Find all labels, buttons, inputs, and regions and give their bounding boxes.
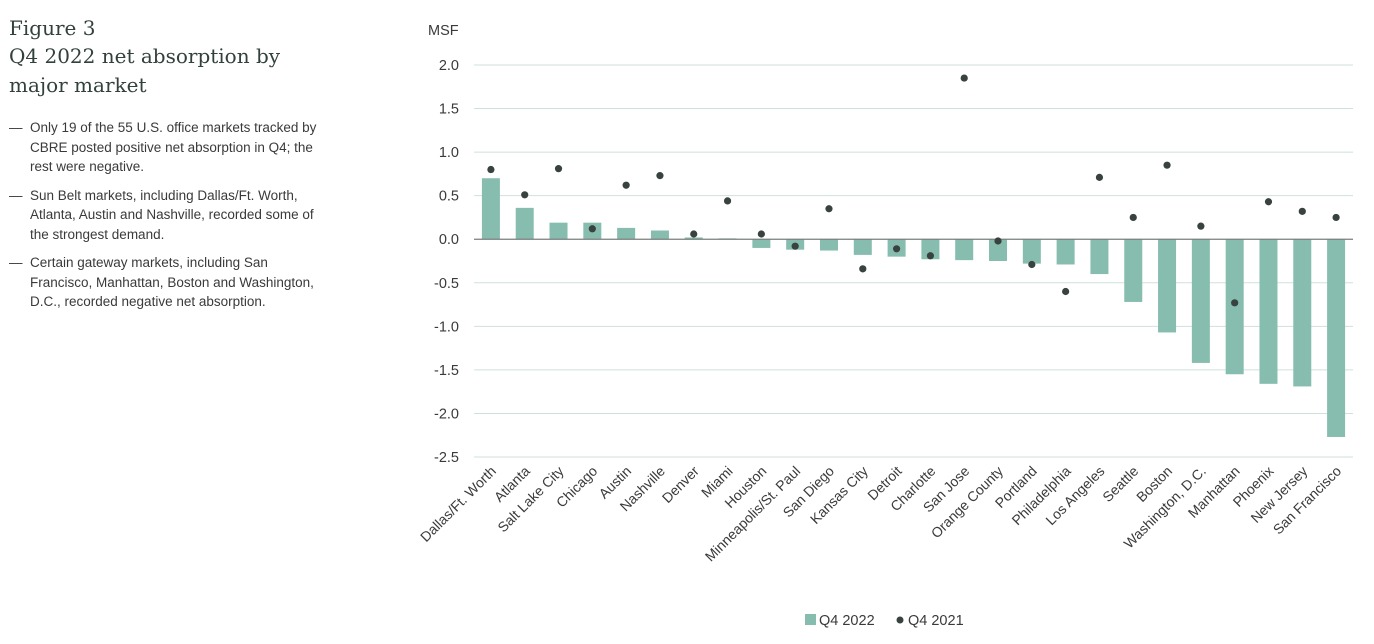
y-tick-label: -1.5: [434, 363, 459, 379]
dot-q4-2021: [487, 165, 495, 174]
bullet-list: — Only 19 of the 55 U.S. office markets t…: [9, 118, 329, 312]
dot-q4-2021: [521, 191, 529, 199]
bar-q4-2022: [1191, 239, 1210, 363]
bar-q4-2022: [819, 239, 838, 251]
bullet-item: — Certain gateway markets, including San …: [9, 253, 322, 312]
dot-q4-2021: [1231, 299, 1239, 307]
dot-q4-2021: [1062, 287, 1070, 296]
dot-q4-2021: [588, 225, 596, 233]
bar-q4-2022: [1124, 239, 1143, 302]
bar-q4-2022: [989, 239, 1008, 261]
bar-q4-2022: [650, 230, 669, 240]
bar-q4-2022: [1158, 239, 1177, 333]
bar-q4-2022: [853, 239, 872, 255]
y-tick-label: 1.5: [439, 102, 459, 118]
dot-q4-2021: [757, 230, 765, 238]
dot-q4-2021: [1163, 161, 1171, 169]
dot-q4-2021: [926, 252, 935, 260]
dot-q4-2021: [1197, 222, 1205, 230]
dot-q4-2021: [791, 242, 799, 250]
dot-q4-2021: [1095, 173, 1104, 181]
y-tick-label: 0.5: [439, 189, 459, 205]
dot-q4-2021: [892, 245, 901, 253]
bar-q4-2022: [1327, 239, 1346, 437]
dot-q4-2021: [1298, 207, 1306, 215]
bar-q4-2022: [1056, 239, 1075, 265]
legend-label-q4-2021: Q4 2021: [908, 613, 964, 629]
figure-label: Figure 3: [9, 16, 96, 40]
bar-q4-2022: [1022, 239, 1041, 264]
dot-series: [487, 74, 1340, 307]
dot-q4-2021: [690, 230, 698, 238]
bar-q4-2022: [1293, 239, 1312, 387]
dot-q4-2021: [656, 172, 664, 180]
gridlines: [474, 64, 1353, 458]
x-tick-label: Seattle: [1099, 463, 1141, 505]
x-tick-label: Denver: [659, 463, 702, 506]
bullet-item: — Only 19 of the 55 U.S. office markets t…: [9, 118, 322, 177]
bar-q4-2022: [921, 239, 940, 260]
figure-text-panel: Figure 3 Q4 2022 net absorption by major…: [9, 14, 329, 321]
bullet-text: Sun Belt markets, including Dallas/Ft. W…: [30, 187, 314, 242]
dot-q4-2021: [960, 74, 968, 82]
bar-q4-2022: [684, 237, 703, 240]
x-tick-label: Dallas/Ft. Worth: [417, 463, 499, 545]
dot-q4-2021: [1129, 213, 1137, 222]
bullet-text: Only 19 of the 55 U.S. office markets tr…: [30, 120, 317, 174]
bar-q4-2022: [1259, 239, 1278, 384]
bar-q4-2022: [481, 178, 500, 240]
y-tick-label: -2.0: [434, 406, 459, 422]
bar-q4-2022: [515, 207, 534, 240]
figure-title: Q4 2022 net absorption by major market: [9, 44, 281, 97]
dot-q4-2021: [1264, 198, 1273, 206]
bullet-dash: —: [9, 255, 23, 270]
y-axis-label: MSF: [428, 23, 459, 39]
bullet-text: Certain gateway markets, including San F…: [30, 255, 314, 309]
dot-q4-2021: [825, 205, 833, 213]
bullet-dash: —: [9, 120, 23, 135]
legend-swatch-q4-2022: [805, 614, 816, 625]
legend: Q4 2022 Q4 2021: [805, 613, 964, 629]
y-tick-label: 2.0: [439, 58, 459, 74]
dot-q4-2021: [723, 197, 732, 205]
y-tick-label: 0.0: [439, 232, 459, 248]
dot-q4-2021: [622, 181, 630, 189]
legend-label-q4-2022: Q4 2022: [819, 613, 875, 629]
dot-q4-2021: [554, 165, 563, 173]
dot-q4-2021: [994, 237, 1002, 245]
dot-q4-2021: [1332, 213, 1340, 222]
dot-q4-2021: [859, 265, 867, 273]
bar-q4-2022: [752, 239, 771, 248]
bar-q4-2022: [549, 222, 568, 240]
legend-swatch-q4-2021: [896, 616, 904, 624]
bar-q4-2022: [1225, 239, 1244, 375]
y-tick-label: -0.5: [434, 276, 459, 292]
bar-q4-2022: [955, 239, 974, 261]
bar-series: [481, 178, 1346, 437]
y-tick-label: -1.0: [434, 319, 459, 335]
dot-q4-2021: [1028, 260, 1036, 269]
bar-q4-2022: [617, 227, 636, 240]
y-axis-ticks: 2.0 1.5 1.0 0.5 0.0 -0.5 -1.0 -1.5 -2.0 -2.5: [434, 58, 459, 466]
y-tick-label: -2.5: [434, 450, 459, 466]
bullet-dash: —: [9, 187, 23, 203]
y-tick-label: 1.0: [439, 145, 459, 161]
bullet-item: — Sun Belt markets, including Dallas/Ft. …: [9, 186, 322, 245]
bar-q4-2022: [1090, 239, 1109, 275]
